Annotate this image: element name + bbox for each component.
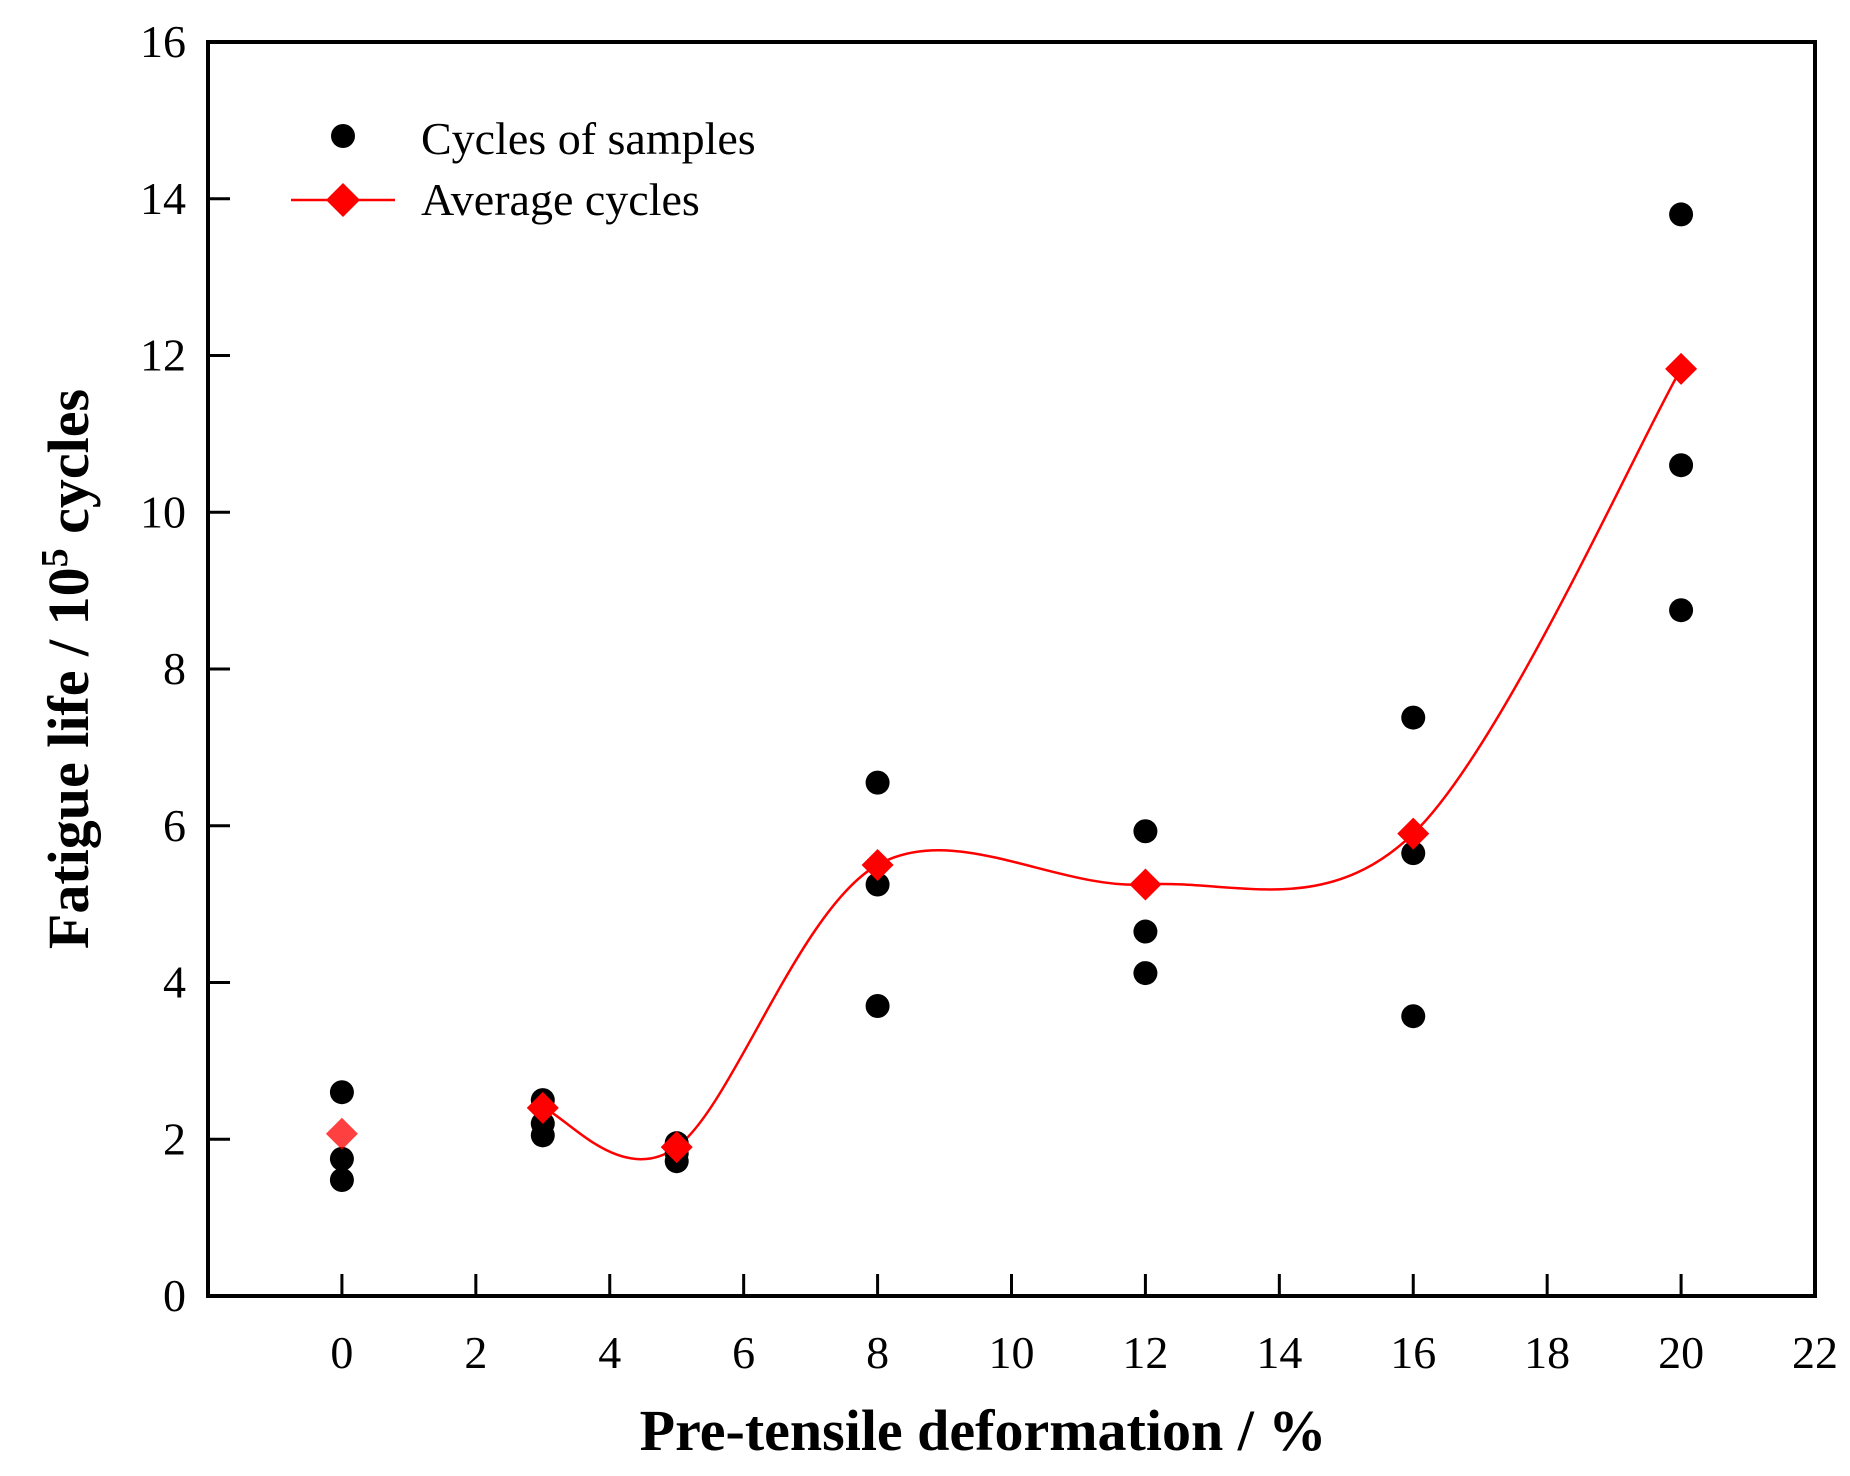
y-tick-label: 14 [140, 173, 186, 224]
legend-label-average: Average cycles [421, 174, 700, 225]
sample-point [1401, 841, 1426, 866]
average-cycles-line [542, 368, 1683, 1161]
x-tick-label: 20 [1658, 1327, 1704, 1378]
average-point [660, 1131, 693, 1164]
x-tick-label: 8 [866, 1327, 889, 1378]
sample-point [1133, 819, 1158, 844]
legend-marker-samples [331, 124, 355, 148]
sample-point [1401, 1004, 1426, 1029]
average-cycles-line-group [542, 368, 1683, 1161]
y-axis-title: Fatigue life / 105 cycles [34, 389, 101, 949]
y-tick-label: 8 [163, 643, 186, 694]
average-point [1397, 817, 1430, 850]
x-tick-label: 22 [1792, 1327, 1838, 1378]
sample-point [329, 1080, 354, 1105]
y-tick-label: 6 [163, 800, 186, 851]
average-point [1665, 352, 1698, 385]
data-markers [325, 202, 1698, 1193]
sample-point [865, 872, 890, 897]
sample-point [530, 1123, 555, 1148]
y-tick-label: 4 [163, 957, 186, 1008]
plot-area-frame [206, 40, 1817, 1298]
sample-point [1133, 961, 1158, 986]
sample-point [865, 994, 890, 1019]
sample-point [1669, 453, 1694, 478]
x-tick-label: 6 [732, 1327, 755, 1378]
y-tick-label: 2 [163, 1113, 186, 1164]
sample-point [865, 770, 890, 795]
sample-point [1133, 919, 1158, 944]
sample-point [1669, 202, 1694, 227]
sample-point [1401, 705, 1426, 730]
average-point [325, 1117, 358, 1150]
average-point [861, 848, 894, 881]
x-tick-label: 14 [1256, 1327, 1302, 1378]
x-tick-label: 0 [330, 1327, 353, 1378]
x-tick-label: 12 [1122, 1327, 1168, 1378]
y-tick-label: 10 [140, 486, 186, 537]
x-tick-label: 16 [1390, 1327, 1436, 1378]
y-tick-label: 12 [140, 330, 186, 381]
legend-label-samples: Cycles of samples [421, 113, 756, 164]
sample-point [1669, 598, 1694, 623]
sample-point [329, 1146, 354, 1171]
x-axis-title: Pre-tensile deformation / % [640, 1398, 1327, 1463]
y-tick-label: 16 [140, 16, 186, 67]
x-tick-label: 2 [464, 1327, 487, 1378]
y-tick-label: 0 [163, 1270, 186, 1321]
average-point [1129, 868, 1162, 901]
x-tick-label: 10 [989, 1327, 1035, 1378]
y-axis-title-prefix: Fatigue life / 10 [36, 567, 101, 949]
legend-marker-average [326, 183, 360, 217]
x-axis-ticks: 0 2 4 6 8 10 12 14 16 18 20 22 [330, 1274, 1838, 1378]
legend: Cycles of samples Average cycles [291, 113, 756, 225]
x-tick-label: 4 [598, 1327, 621, 1378]
y-axis-ticks: 0 2 4 6 8 10 12 14 16 [140, 16, 230, 1321]
average-point [526, 1091, 559, 1124]
x-tick-label: 18 [1524, 1327, 1570, 1378]
y-axis-title-superscript: 5 [34, 548, 76, 567]
y-axis-title-suffix: cycles [36, 389, 101, 548]
sample-point [329, 1168, 354, 1193]
